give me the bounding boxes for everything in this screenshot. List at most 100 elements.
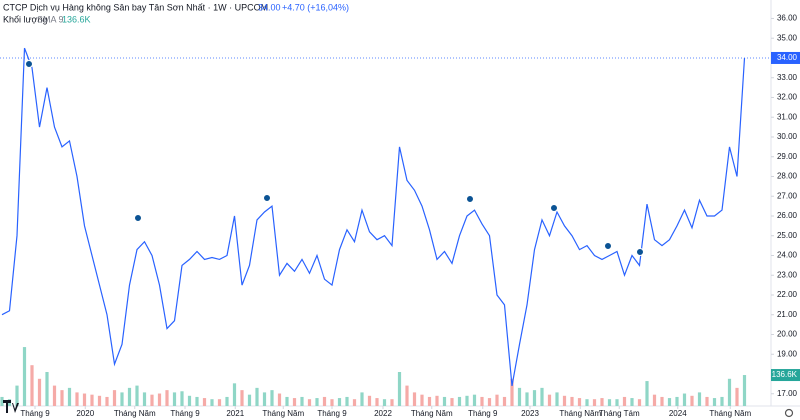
volume-bar (165, 390, 169, 406)
volume-bar (660, 396, 664, 406)
price-change: +4.70 (+16,04%) (282, 2, 349, 12)
y-tick-label: 17.00 (777, 389, 798, 398)
volume-bar (292, 398, 297, 406)
volume-bar (472, 394, 477, 406)
volume-bar (60, 390, 64, 406)
volume-bar (90, 394, 94, 406)
volume-bar (337, 398, 342, 406)
y-tick-label: 28.00 (777, 172, 798, 181)
y-tick-label: 19.00 (777, 349, 798, 358)
volume-tag-label: 136.6K (772, 370, 798, 379)
volume-bar (172, 392, 177, 406)
volume-bar (232, 383, 237, 406)
x-tick-label: 2022 (374, 409, 392, 418)
x-tick-label: Tháng Năm (411, 409, 453, 418)
volume-bar (45, 372, 49, 406)
dividend-icon[interactable] (263, 194, 271, 202)
volume-bar (75, 392, 79, 406)
volume-bar (202, 398, 207, 406)
volume-bar (532, 390, 537, 406)
volume-bar (727, 378, 732, 406)
volume-bar (712, 398, 717, 406)
x-tick-label: Tháng Năm (262, 409, 304, 418)
volume-bar (180, 391, 184, 406)
y-tick-label: 35.00 (777, 33, 798, 42)
y-tick-label: 29.00 (777, 152, 798, 161)
volume-bar (555, 392, 559, 406)
volume-bar (127, 387, 132, 406)
volume-bar (345, 396, 349, 406)
x-tick-label: 2021 (226, 409, 244, 418)
volume-bar (262, 392, 267, 406)
volume-bar (630, 398, 634, 406)
dividend-icon[interactable] (134, 214, 142, 222)
volume-bar (270, 390, 274, 406)
volume-bar (105, 396, 109, 406)
volume-bar (307, 399, 312, 406)
volume-bar (187, 395, 192, 406)
volume-bar (547, 394, 552, 406)
sma-name: SMA 9 (37, 14, 64, 24)
volume-bar (195, 396, 199, 406)
settings-icon[interactable] (784, 408, 794, 418)
volume-bar (495, 394, 499, 406)
volume-bar (112, 390, 117, 406)
volume-bar (697, 392, 702, 406)
volume-bar (592, 399, 597, 406)
volume-bar (682, 393, 687, 406)
volume-bar (412, 392, 417, 406)
volume-bar (510, 378, 514, 406)
volume-bar (15, 385, 19, 406)
volume-bar (225, 396, 229, 406)
dividend-icon[interactable] (604, 242, 612, 250)
volume-bar (457, 396, 462, 406)
volume-bar (142, 392, 147, 406)
logo[interactable] (3, 400, 19, 413)
volume-bar (622, 396, 627, 406)
volume-bar (150, 394, 154, 406)
y-tick-label: 24.00 (777, 251, 798, 260)
volume-bar (517, 387, 522, 406)
dividend-icon[interactable] (636, 248, 644, 256)
volume-bar (352, 399, 357, 406)
volume-bar (420, 394, 424, 406)
volume-bar (652, 394, 657, 406)
volume-bar (690, 395, 694, 406)
volume-bar (742, 375, 747, 406)
y-tick-label: 25.00 (777, 231, 798, 240)
volume-bar (52, 385, 57, 406)
dividend-icon[interactable] (466, 195, 474, 203)
volume-bar (285, 396, 289, 406)
dividend-icon[interactable] (550, 204, 558, 212)
volume-bar (577, 398, 582, 406)
volume-bar (442, 396, 447, 406)
volume-bar (637, 399, 642, 406)
y-tick-label: 23.00 (777, 270, 798, 279)
volume-bar (22, 347, 27, 406)
x-tick-label: Tháng 9 (170, 409, 200, 418)
volume-bar (720, 396, 724, 406)
volume-bar (67, 387, 72, 406)
volume-bar (540, 387, 544, 406)
volume-bar (210, 399, 214, 406)
volume-bar (397, 372, 402, 406)
volume-bar (562, 395, 567, 406)
volume-bar (585, 399, 589, 406)
volume-bar (0, 396, 4, 406)
volume-bar (367, 395, 372, 406)
dividend-icon[interactable] (25, 60, 33, 68)
dividend-icons (25, 60, 644, 256)
chart-title: CTCP Dịch vụ Hàng không Sân bay Tân Sơn … (3, 2, 268, 12)
last-price-tag (771, 51, 800, 64)
volume-bar (322, 396, 327, 406)
volume-bar (427, 396, 432, 406)
y-tick-label: 21.00 (777, 310, 798, 319)
volume-bar (247, 394, 252, 406)
x-tick-label: Tháng Năm (559, 409, 601, 418)
x-tick-label: Tháng 9 (20, 409, 50, 418)
volume-name: Khối lượng (3, 14, 47, 24)
volume-bar (97, 395, 102, 406)
volume-bar (735, 387, 739, 406)
y-tick-label: 33.00 (777, 73, 798, 82)
